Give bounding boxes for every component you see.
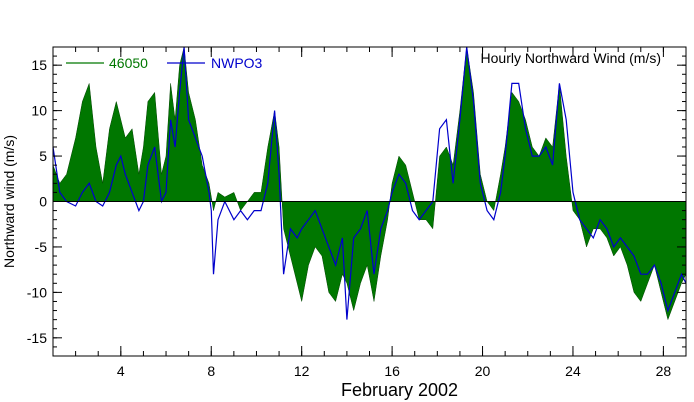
series-46050-area xyxy=(52,46,687,321)
y-tick-label: 10 xyxy=(31,103,47,119)
legend: 46050 NWPO3 xyxy=(66,55,263,71)
x-tick-label: 4 xyxy=(117,363,125,379)
y-axis-title: Northward wind (m/s) xyxy=(1,135,17,268)
x-tick-label: 8 xyxy=(207,363,215,379)
y-tick-label: -15 xyxy=(27,330,47,346)
chart-title: Hourly Northward Wind (m/s) xyxy=(481,50,661,66)
x-axis-ticks: 4 8 12 16 20 24 28 xyxy=(117,47,671,379)
y-tick-label: 15 xyxy=(31,57,47,73)
legend-label-46050: 46050 xyxy=(109,55,148,71)
legend-label-NWPO3: NWPO3 xyxy=(211,55,263,71)
y-tick-label: 0 xyxy=(39,194,47,210)
plot-area xyxy=(52,46,687,321)
x-tick-label: 16 xyxy=(384,363,400,379)
x-axis-title: February 2002 xyxy=(341,380,458,400)
y-tick-label: 5 xyxy=(39,148,47,164)
y-tick-label: -5 xyxy=(35,239,48,255)
x-tick-label: 12 xyxy=(294,363,310,379)
y-axis-ticks: -15 -10 -5 0 5 10 15 xyxy=(27,57,686,346)
y-tick-label: -10 xyxy=(27,284,47,300)
y-minor-ticks xyxy=(53,46,686,357)
x-tick-label: 20 xyxy=(475,363,491,379)
x-tick-label: 28 xyxy=(656,363,672,379)
x-tick-label: 24 xyxy=(565,363,581,379)
